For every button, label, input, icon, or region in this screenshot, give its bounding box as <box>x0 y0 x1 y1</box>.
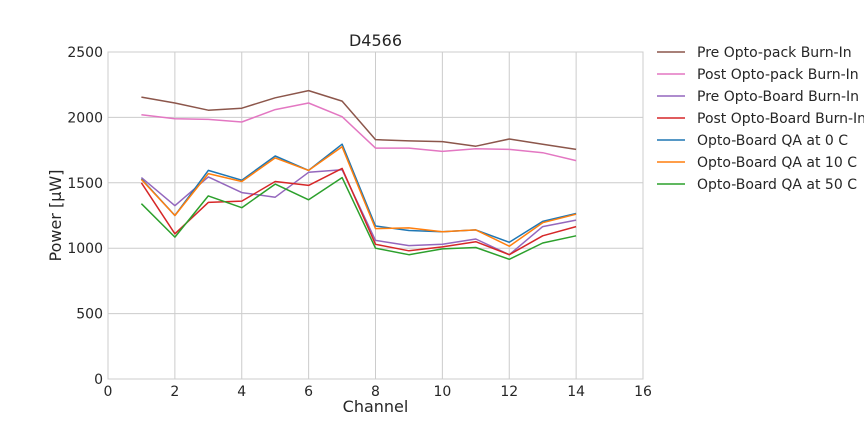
legend-entry-label: Pre Opto-pack Burn-In <box>697 45 852 61</box>
legend-entry-label: Post Opto-pack Burn-In <box>697 67 859 83</box>
x-tick-label: 2 <box>170 384 179 400</box>
legend: Pre Opto-pack Burn-In Post Opto-pack Burn… <box>657 45 864 193</box>
y-axis-label: Power [μW] <box>46 170 65 262</box>
series-line <box>140 146 577 247</box>
series-line <box>141 102 577 162</box>
y-axis: 0 500 1000 1500 2000 2500 <box>67 45 103 388</box>
y-tick-label: 500 <box>76 307 103 323</box>
y-tick-label: 2000 <box>67 110 103 126</box>
x-axis-label: Channel <box>343 397 409 416</box>
chart-title: D4566 <box>349 31 402 50</box>
x-axis: 0 2 4 6 8 10 12 14 16 <box>104 384 652 400</box>
plot-frame <box>107 51 644 380</box>
series-line <box>141 89 577 151</box>
x-tick-label: 8 <box>371 384 380 400</box>
series-line <box>140 143 577 244</box>
legend-entry-label: Opto-Board QA at 0 C <box>697 133 848 149</box>
x-tick-label: 16 <box>634 384 652 400</box>
x-tick-label: 10 <box>433 384 451 400</box>
y-tick-label: 2500 <box>67 45 103 61</box>
legend-entry-label: Pre Opto-Board Burn-In <box>697 89 859 105</box>
legend-entry-label: Opto-Board QA at 50 C <box>697 177 857 193</box>
series-line <box>140 167 577 256</box>
legend-entry-label: Opto-Board QA at 10 C <box>697 155 857 171</box>
x-tick-label: 6 <box>304 384 313 400</box>
x-tick-label: 4 <box>237 384 246 400</box>
x-tick-label: 14 <box>567 384 585 400</box>
y-tick-label: 0 <box>94 372 103 388</box>
series-line <box>140 176 577 261</box>
y-tick-label: 1000 <box>67 241 103 257</box>
series-layer <box>140 89 577 261</box>
legend-entry-label: Post Opto-Board Burn-In <box>697 111 864 127</box>
y-tick-label: 1500 <box>67 176 103 192</box>
grid <box>107 51 644 380</box>
x-tick-label: 0 <box>104 384 113 400</box>
x-tick-label: 12 <box>500 384 518 400</box>
